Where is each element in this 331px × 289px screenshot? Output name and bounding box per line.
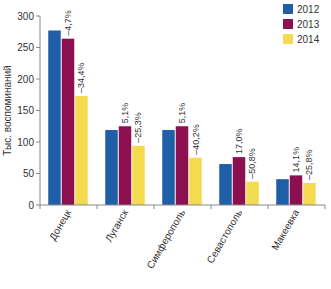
x-tick — [97, 205, 98, 209]
y-tick — [36, 142, 40, 143]
bar — [290, 175, 303, 205]
bars — [48, 30, 316, 205]
y-tick — [36, 173, 40, 174]
y-tick — [36, 110, 40, 111]
y-tick-label: 50 — [23, 168, 35, 179]
y-tick-label: 0 — [28, 200, 34, 211]
y-tick-label: 250 — [17, 42, 34, 53]
legend-label: 2013 — [297, 19, 320, 30]
legend-label: 2012 — [297, 4, 320, 15]
change-label: –40,2% — [191, 124, 201, 155]
legend-swatch — [283, 4, 293, 14]
bar — [276, 179, 289, 205]
x-tick — [40, 205, 41, 209]
change-label: –25,8% — [305, 149, 315, 180]
change-label: –50,8% — [248, 148, 258, 179]
bar — [233, 157, 246, 205]
y-tick — [36, 205, 40, 206]
change-label: –34,4% — [77, 62, 87, 93]
legend-label: 2014 — [297, 34, 320, 45]
y-tick-label: 300 — [17, 11, 34, 22]
y-tick-label: 150 — [17, 105, 34, 116]
bar — [62, 39, 75, 205]
bar — [105, 130, 118, 205]
x-axis — [40, 205, 325, 206]
change-label: 17,0% — [234, 129, 244, 155]
bar — [219, 164, 232, 205]
x-tick-label: Макеевка — [269, 207, 301, 252]
x-tick-label: Донецк — [47, 207, 74, 242]
y-tick-label: 200 — [17, 74, 34, 85]
x-tick-label: Луганск — [103, 207, 131, 244]
y-tick — [36, 47, 40, 48]
bar — [246, 182, 259, 205]
bar — [303, 183, 316, 205]
change-label: 14,1% — [291, 147, 301, 173]
bar — [132, 146, 145, 205]
legend-swatch — [283, 34, 293, 44]
y-tick-label: 100 — [17, 137, 34, 148]
chart: –4,7% 5,1% 5,1% 17,0% 14,1% –34,4% –25,3% –40,2… — [0, 0, 331, 289]
change-label: 5,1% — [120, 103, 130, 124]
change-label: –4,7% — [63, 10, 73, 36]
change-label: 5,1% — [177, 103, 187, 124]
bar — [48, 30, 61, 205]
bar — [162, 130, 175, 205]
x-tick — [268, 205, 269, 209]
bar — [176, 126, 189, 205]
bar — [189, 158, 202, 205]
bar — [119, 126, 132, 205]
x-tick — [211, 205, 212, 209]
y-tick — [36, 79, 40, 80]
bar — [75, 96, 88, 205]
y-tick — [36, 16, 40, 17]
x-tick-label: Севастополь — [205, 208, 245, 266]
x-tick — [325, 205, 326, 209]
change-label: –25,3% — [134, 112, 144, 143]
y-axis-label: Тыс. воспоминаний — [2, 65, 13, 155]
legend-swatch — [283, 19, 293, 29]
x-tick — [154, 205, 155, 209]
chart-root: –4,7% 5,1% 5,1% 17,0% 14,1% –34,4% –25,3% –40,2… — [0, 0, 331, 289]
x-tick-label: Симферополь — [145, 208, 188, 271]
